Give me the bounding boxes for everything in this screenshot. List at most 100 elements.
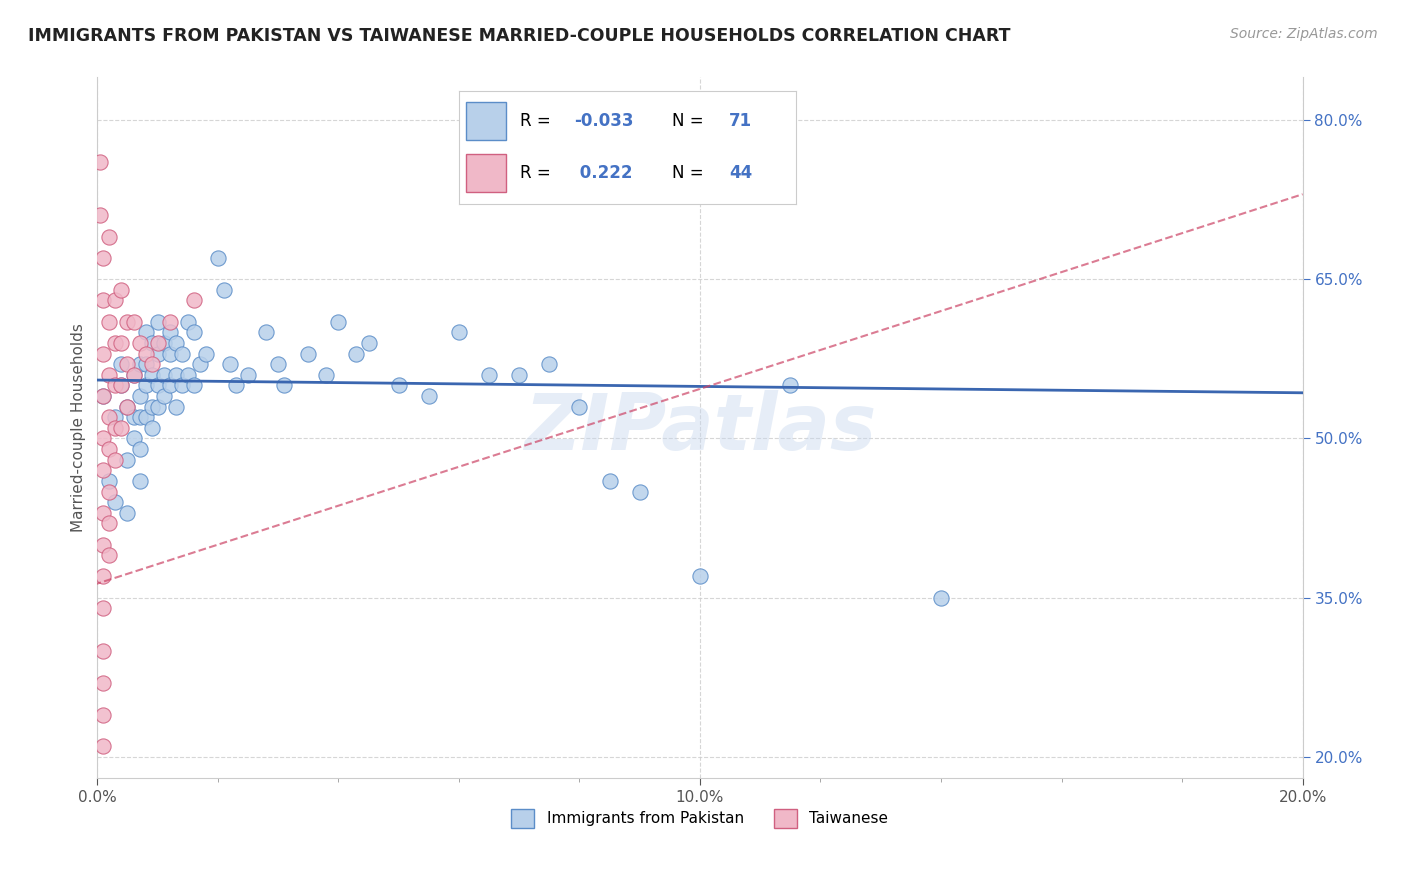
Point <box>538 357 561 371</box>
Point <box>159 315 181 329</box>
Point <box>146 335 169 350</box>
Point <box>297 346 319 360</box>
Point <box>141 421 163 435</box>
Point <box>165 368 187 382</box>
Point <box>128 474 150 488</box>
Point <box>93 293 115 308</box>
Point <box>478 368 501 382</box>
Text: ZIPatlas: ZIPatlas <box>524 390 876 466</box>
Point <box>104 293 127 308</box>
Point <box>508 368 530 382</box>
Point <box>165 335 187 350</box>
Point <box>165 400 187 414</box>
Point <box>315 368 337 382</box>
Point <box>236 368 259 382</box>
Point <box>89 209 111 223</box>
Point <box>183 326 205 340</box>
Point <box>98 484 121 499</box>
Point <box>146 400 169 414</box>
Point <box>357 335 380 350</box>
Point <box>98 315 121 329</box>
Point <box>183 378 205 392</box>
Point <box>128 442 150 456</box>
Point <box>128 357 150 371</box>
Point <box>117 400 139 414</box>
Point <box>117 315 139 329</box>
Point <box>110 357 132 371</box>
Point <box>104 495 127 509</box>
Point <box>104 378 127 392</box>
Point <box>568 400 591 414</box>
Point <box>93 346 115 360</box>
Point <box>447 326 470 340</box>
Point <box>159 378 181 392</box>
Point <box>152 368 174 382</box>
Point <box>98 368 121 382</box>
Point <box>929 591 952 605</box>
Point <box>110 378 132 392</box>
Point <box>93 432 115 446</box>
Point <box>152 389 174 403</box>
Point <box>117 452 139 467</box>
Point <box>93 463 115 477</box>
Point <box>117 506 139 520</box>
Point <box>104 410 127 425</box>
Point <box>110 335 132 350</box>
Text: Source: ZipAtlas.com: Source: ZipAtlas.com <box>1230 27 1378 41</box>
Point <box>141 400 163 414</box>
Point <box>418 389 440 403</box>
Point <box>628 484 651 499</box>
Point <box>93 644 115 658</box>
Point <box>122 315 145 329</box>
Point <box>93 601 115 615</box>
Point <box>146 346 169 360</box>
Point <box>128 410 150 425</box>
Point <box>98 442 121 456</box>
Point <box>170 346 193 360</box>
Point <box>93 389 115 403</box>
Point <box>104 452 127 467</box>
Point <box>93 506 115 520</box>
Point <box>177 368 200 382</box>
Point <box>122 410 145 425</box>
Point <box>146 315 169 329</box>
Point <box>135 346 157 360</box>
Point <box>188 357 211 371</box>
Point <box>93 569 115 583</box>
Point <box>346 346 368 360</box>
Point <box>128 335 150 350</box>
Point <box>98 516 121 531</box>
Point <box>135 357 157 371</box>
Point <box>183 293 205 308</box>
Point <box>388 378 411 392</box>
Y-axis label: Married-couple Households: Married-couple Households <box>72 324 86 533</box>
Point <box>93 251 115 265</box>
Point <box>93 739 115 754</box>
Point <box>135 378 157 392</box>
Point <box>273 378 295 392</box>
Text: IMMIGRANTS FROM PAKISTAN VS TAIWANESE MARRIED-COUPLE HOUSEHOLDS CORRELATION CHAR: IMMIGRANTS FROM PAKISTAN VS TAIWANESE MA… <box>28 27 1011 45</box>
Point <box>141 335 163 350</box>
Point <box>689 569 711 583</box>
Point <box>328 315 350 329</box>
Point <box>141 368 163 382</box>
Point <box>170 378 193 392</box>
Point <box>98 229 121 244</box>
Point <box>93 707 115 722</box>
Point <box>225 378 247 392</box>
Point <box>98 548 121 562</box>
Point <box>89 155 111 169</box>
Point <box>254 326 277 340</box>
Point <box>104 421 127 435</box>
Point <box>93 389 115 403</box>
Point <box>117 400 139 414</box>
Point <box>779 378 801 392</box>
Point <box>122 368 145 382</box>
Point <box>104 335 127 350</box>
Point <box>110 421 132 435</box>
Legend: Immigrants from Pakistan, Taiwanese: Immigrants from Pakistan, Taiwanese <box>505 803 894 834</box>
Point <box>93 675 115 690</box>
Point <box>599 474 621 488</box>
Point <box>267 357 290 371</box>
Point <box>207 251 229 265</box>
